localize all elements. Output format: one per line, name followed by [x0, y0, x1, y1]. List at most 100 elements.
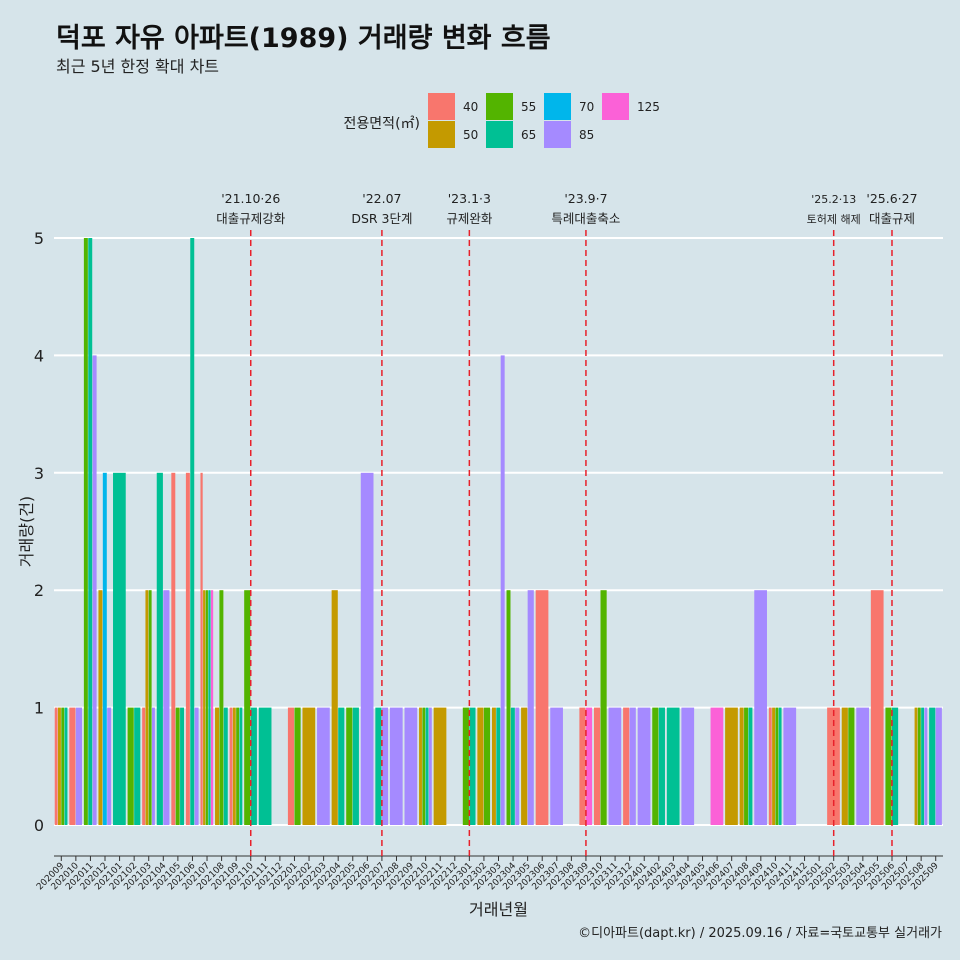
legend-swatch [428, 121, 455, 148]
bar-202205-65 [352, 707, 359, 825]
bar-202409-85 [754, 590, 767, 825]
bar-202103-85 [152, 707, 155, 825]
bar-202101-65 [113, 472, 126, 825]
bar-202508-85 [924, 707, 928, 825]
bar-202208-85 [389, 707, 403, 825]
bar-202210-65 [425, 707, 429, 825]
event-date: '25.6·27 [866, 191, 917, 206]
bar-202311-85 [608, 707, 622, 825]
bar-202406-125 [710, 707, 724, 825]
bar-202201-40 [287, 707, 295, 825]
bar-202203-85 [317, 707, 330, 825]
bar-202103-40 [142, 707, 146, 825]
chart-caption: ©디아파트(dapt.kr) / 2025.09.16 / 자료=국토교통부 실… [578, 926, 942, 941]
legend-label: 85 [579, 128, 594, 142]
bar-202508-50 [914, 707, 918, 825]
legend-swatch [544, 93, 571, 120]
event-date: '25.2·13 [811, 193, 856, 206]
bar-202201-55 [294, 707, 301, 825]
bar-202310-55 [600, 590, 607, 825]
event-label: 특례대출축소 [551, 211, 620, 226]
bar-202509-65 [929, 707, 936, 825]
bar-202204-65 [338, 707, 345, 825]
bar-202108-55 [219, 590, 224, 825]
bar-202502-40 [827, 707, 840, 825]
bar-202102-65 [134, 707, 141, 825]
chart-subtitle: 최근 5년 한정 확대 차트 [56, 57, 220, 76]
legend-label: 50 [463, 128, 478, 142]
event-date: '23.1·3 [448, 191, 491, 206]
legend-swatch [428, 93, 455, 120]
bar-202410-65 [778, 707, 782, 825]
bar-202509-85 [935, 707, 942, 825]
bar-202102-55 [127, 707, 134, 825]
bar-202303-85 [500, 355, 505, 825]
bar-202011-55 [83, 238, 88, 825]
bar-202107-50 [203, 590, 206, 825]
event-label: 규제완화 [446, 211, 493, 226]
bar-202009-65 [64, 707, 68, 825]
bar-202310-40 [593, 707, 601, 825]
bar-202105-40 [171, 472, 176, 825]
bar-202109-55 [236, 707, 240, 825]
bar-202106-40 [185, 472, 190, 825]
bar-202011-85 [92, 355, 97, 825]
y-tick-label: 1 [34, 699, 44, 718]
chart-title: 덕포 자유 아파트(1989) 거래량 변화 흐름 [56, 23, 551, 54]
bar-202205-55 [346, 707, 353, 825]
event-label: 토허제 해제 [807, 212, 861, 226]
bar-202206-85 [360, 472, 374, 825]
bar-202202-50 [302, 707, 316, 825]
bar-202402-55 [652, 707, 659, 825]
bar-202503-55 [848, 707, 855, 825]
bar-202503-50 [841, 707, 848, 825]
bar-202210-55 [422, 707, 426, 825]
bar-202106-85 [194, 707, 199, 825]
bar-202009-55 [61, 707, 65, 825]
bar-202207-85 [381, 707, 389, 825]
bar-202508-65 [921, 707, 925, 825]
bar-202408-65 [748, 707, 753, 825]
legend-swatch [486, 121, 513, 148]
event-date: '23.9·7 [564, 191, 607, 206]
event-label: DSR 3단계 [351, 211, 412, 226]
bar-202410-40 [768, 707, 772, 825]
event-label: 대출규제 [869, 211, 915, 226]
bar-202111-65 [258, 707, 272, 825]
legend-title: 전용면적(㎡) [344, 116, 420, 132]
bar-202304-85 [515, 707, 520, 825]
bar-202304-65 [510, 707, 515, 825]
bar-202306-40 [535, 590, 549, 825]
legend-label: 70 [579, 100, 594, 114]
bar-202204-50 [331, 590, 338, 825]
bar-202011-65 [88, 238, 93, 825]
legend-swatch [544, 121, 571, 148]
bar-202105-65 [180, 707, 185, 825]
bar-202408-50 [739, 707, 744, 825]
bar-202506-65 [891, 707, 899, 825]
legend-swatch [486, 93, 513, 120]
bar-202010-40 [69, 707, 76, 825]
bar-202105-55 [175, 707, 180, 825]
bar-202104-65 [156, 472, 163, 825]
bar-202012-70 [102, 472, 107, 825]
y-tick-label: 2 [34, 581, 44, 600]
bar-202110-65 [250, 707, 257, 825]
bar-202312-40 [623, 707, 630, 825]
y-axis-title: 거래량(건) [17, 496, 36, 567]
bar-202103-55 [148, 590, 152, 825]
bar-202301-65 [469, 707, 476, 825]
y-tick-label: 5 [34, 229, 44, 248]
x-axis-title: 거래년월 [469, 900, 528, 919]
bar-202504-85 [856, 707, 870, 825]
bar-202404-85 [681, 707, 695, 825]
bar-202109-65 [239, 707, 243, 825]
bar-202304-55 [506, 590, 511, 825]
legend-label: 65 [521, 128, 536, 142]
bar-202107-125 [210, 590, 214, 825]
bar-202505-40 [870, 590, 884, 825]
bar-202107-55 [205, 590, 208, 825]
bar-202307-85 [550, 707, 563, 825]
bar-202009-40 [54, 707, 58, 825]
